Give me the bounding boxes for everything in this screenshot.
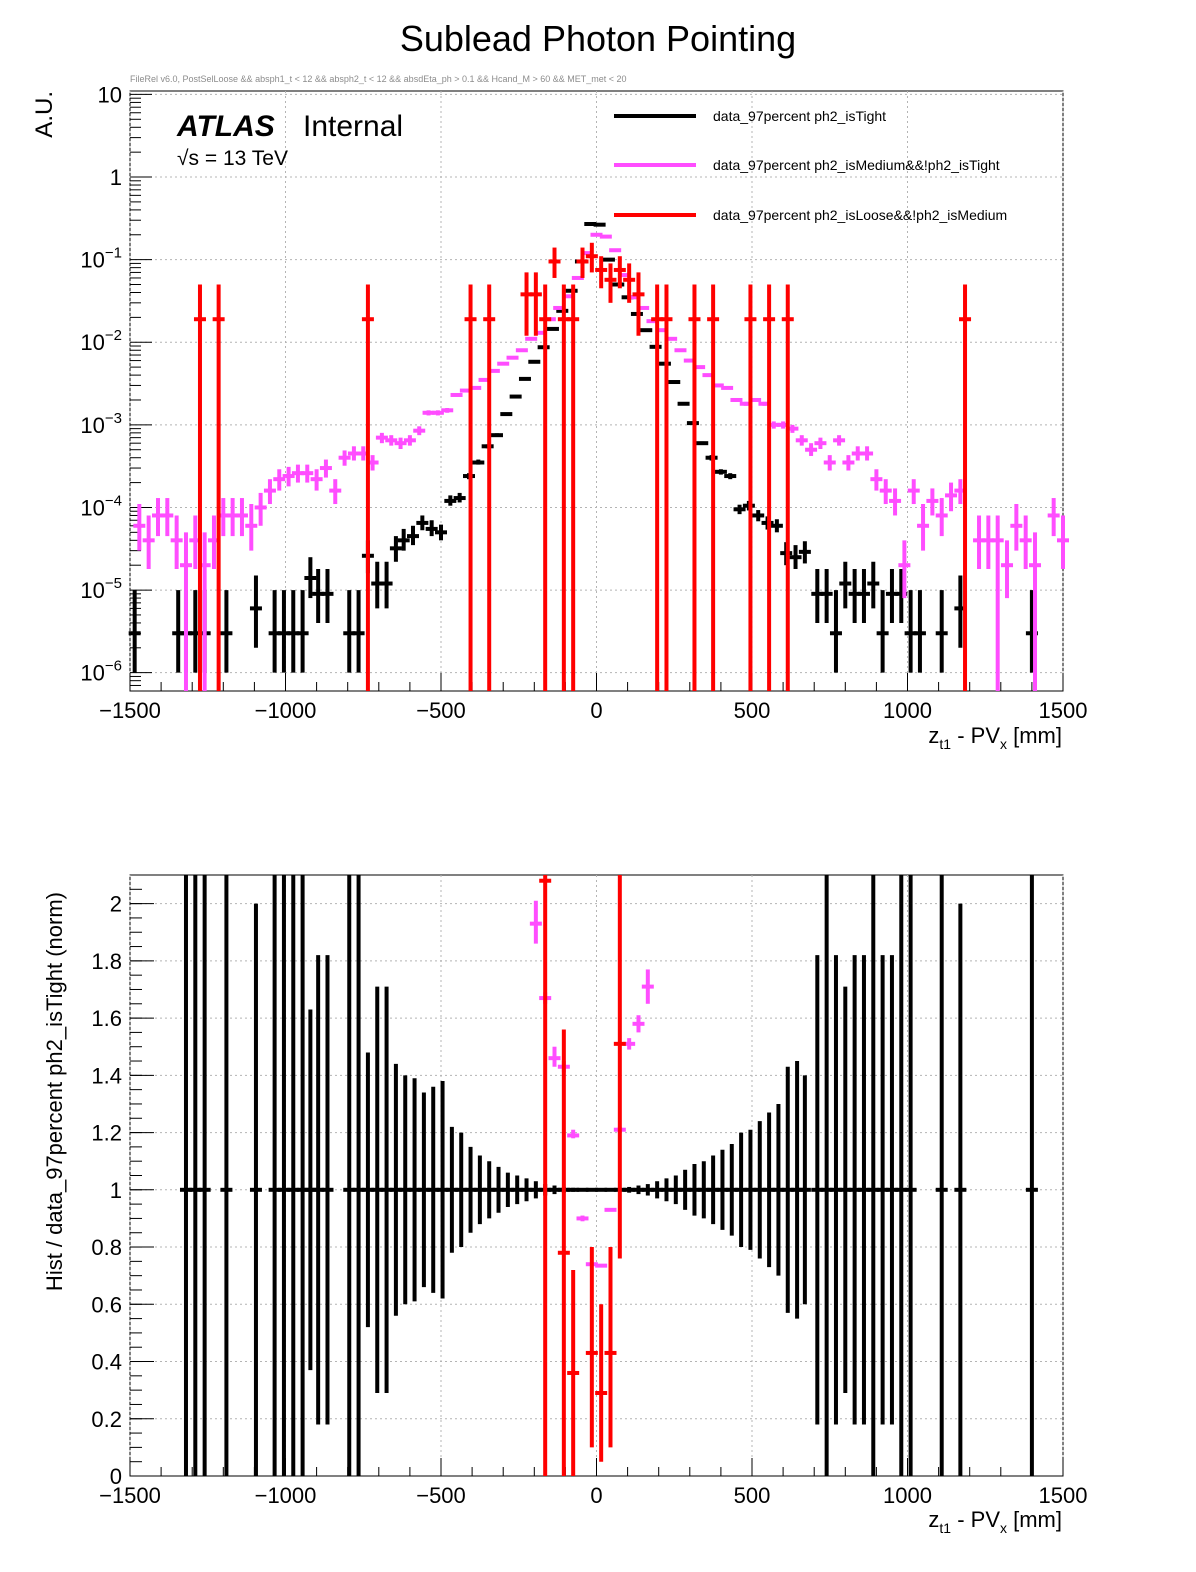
y-tick-label: 0.4: [91, 1350, 122, 1375]
atlas-label: ATLAS: [176, 110, 275, 143]
top-plot-panel: 10−6 10−5 10−4 10−3 10−2 10−1 1 10 −1500 −1000 −50…: [80, 82, 1087, 723]
x-axis-label: zt1 - PVx [mm]: [928, 1507, 1062, 1536]
y-tick-label: 1.2: [91, 1121, 122, 1146]
y-tick-label: 2: [110, 892, 122, 917]
y-axis-label: Hist / data_97percent ph2_isTight (norm): [42, 892, 67, 1291]
x-tick-label: 1000: [883, 698, 932, 723]
legend-label: data_97percent ph2_isMedium&&!ph2_isTigh…: [713, 157, 1000, 173]
legend-label: data_97percent ph2_isTight: [713, 108, 886, 124]
x-tick-label: 0: [590, 698, 602, 723]
atlas-status: Internal: [303, 110, 403, 143]
plot-annotations: zt1 - PVx [mm] zt1 - PVx [mm] A.U. Hist / d…: [31, 91, 1062, 1536]
y-tick-label: 1.4: [91, 1063, 122, 1088]
x-tick-label: −1500: [99, 1483, 161, 1508]
y-tick-label: 10−1: [80, 245, 122, 273]
y-tick-label: 1: [110, 165, 122, 190]
y-tick-label: 1.6: [91, 1006, 122, 1031]
x-tick-label: 500: [734, 698, 771, 723]
y-tick-label: 10: [98, 82, 122, 107]
ratio-plot-panel: 0 0.2 0.4 0.6 0.8 1 1.2 1.4 1.6 1.8 2 −1500 −1000 −50…: [91, 874, 1088, 1508]
x-tick-label: 1000: [883, 1483, 932, 1508]
series-2: [539, 875, 626, 1476]
x-tick-label: −1500: [99, 698, 161, 723]
chart-title: Sublead Photon Pointing: [399, 18, 797, 59]
x-tick-label: 0: [590, 1483, 602, 1508]
energy-label: √s = 13 TeV: [177, 147, 288, 170]
series-0: [179, 875, 1038, 1476]
y-tick-label: 1.8: [91, 949, 122, 974]
x-tick-label: −500: [416, 698, 466, 723]
y-tick-label: 10−5: [80, 575, 122, 603]
x-tick-label: 1500: [1039, 698, 1088, 723]
y-axis-label: A.U.: [31, 91, 58, 138]
y-tick-label: 10−6: [80, 658, 122, 686]
y-tick-label: 0.2: [91, 1407, 122, 1432]
y-tick-label: 10−3: [80, 410, 122, 438]
y-tick-label: 0.6: [91, 1292, 122, 1317]
x-axis-label: zt1 - PVx [mm]: [928, 723, 1062, 752]
x-tick-label: −1000: [255, 698, 317, 723]
selection-cuts-text: FileRel v6.0, PostSelLoose && absph1_t <…: [130, 74, 627, 84]
y-tick-label: 10−2: [80, 327, 122, 355]
x-tick-label: −500: [416, 1483, 466, 1508]
x-tick-label: 1500: [1039, 1483, 1088, 1508]
y-tick-label: 0.8: [91, 1235, 122, 1260]
y-tick-label: 1: [110, 1178, 122, 1203]
x-tick-label: 500: [734, 1483, 771, 1508]
y-tick-label: 0: [110, 1464, 122, 1489]
y-tick-label: 10−4: [80, 492, 122, 520]
series-2: [193, 242, 972, 691]
legend-label: data_97percent ph2_isLoose&&!ph2_isMediu…: [713, 207, 1007, 223]
x-tick-label: −1000: [255, 1483, 317, 1508]
